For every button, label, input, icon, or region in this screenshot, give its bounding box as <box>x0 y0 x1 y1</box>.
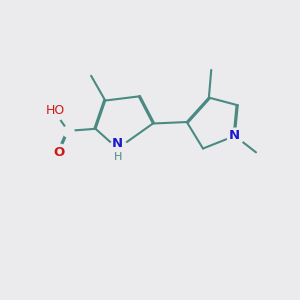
Text: N: N <box>112 137 123 150</box>
Text: HO: HO <box>45 104 64 117</box>
Text: N: N <box>229 129 240 142</box>
Text: H: H <box>113 152 122 162</box>
Text: O: O <box>53 146 64 159</box>
